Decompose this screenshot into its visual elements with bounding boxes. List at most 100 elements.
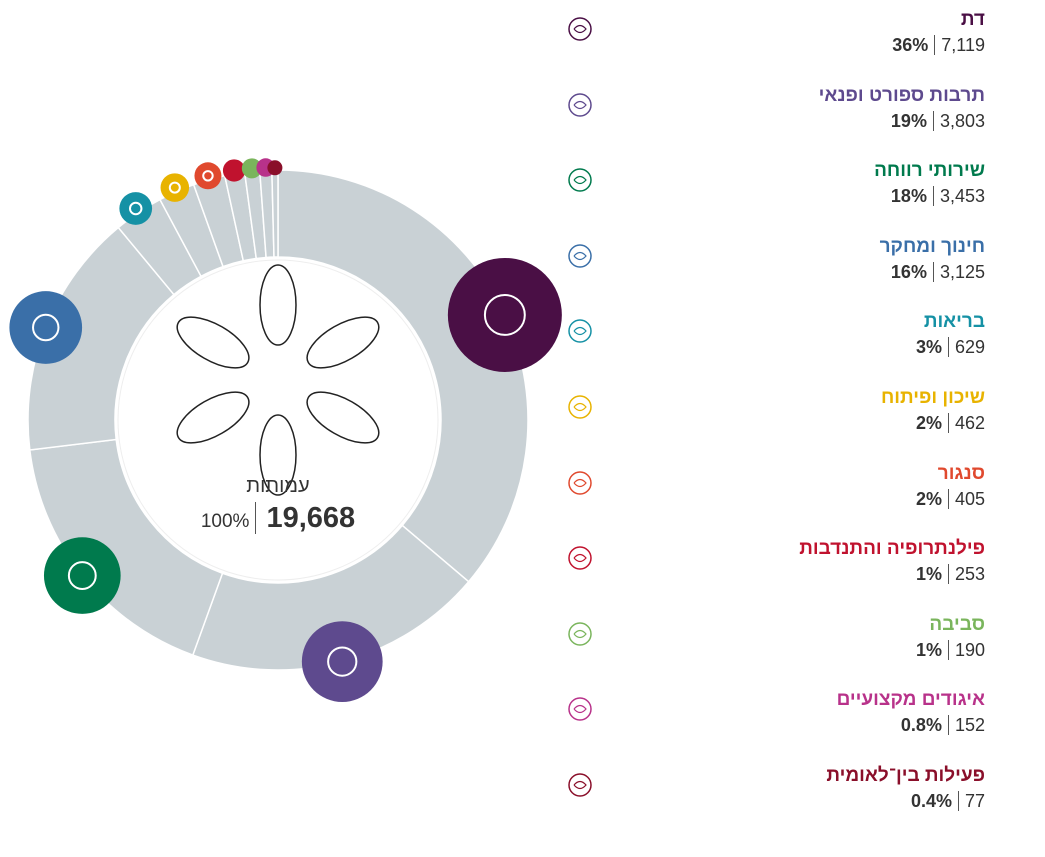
- legend-icon: [568, 773, 592, 797]
- legend-numbers: 16% 3,125: [565, 259, 985, 285]
- legend-icon-detail: [573, 780, 587, 790]
- legend-title: פילנתרופיה והתנדבות: [799, 538, 985, 560]
- legend-numbers: 0.4% 77: [565, 788, 985, 814]
- slice-icon: [447, 257, 562, 372]
- legend-item: דת 36% 7,119: [565, 8, 985, 58]
- icon-glyph: [327, 646, 358, 677]
- legend-title: איגודים מקצועיים: [836, 689, 985, 711]
- icon-glyph: [168, 181, 181, 194]
- slice-icon: [160, 173, 190, 202]
- slice-icon: [119, 192, 153, 225]
- legend-title: שיכון ופיתוח: [880, 387, 985, 408]
- legend-count: 253: [947, 564, 985, 585]
- legend-icon-detail: [573, 402, 587, 412]
- slice-icon: [43, 537, 121, 614]
- legend-count: 152: [947, 715, 985, 736]
- legend-title: שירותי רווחה: [874, 160, 985, 182]
- icon-glyph: [129, 201, 143, 216]
- legend-count: 3,803: [932, 110, 985, 131]
- legend-title: סביבה: [929, 613, 985, 635]
- legend-icon-detail: [573, 705, 587, 714]
- legend-percent: 16%: [890, 261, 927, 282]
- slice-icon: [301, 621, 383, 702]
- legend-icon-detail: [573, 176, 587, 185]
- legend-percent: 1%: [915, 564, 942, 585]
- legend-title: תרבות ספורט ופנאי: [818, 84, 985, 106]
- legend-count: 3,125: [932, 261, 985, 282]
- legend-count: 190: [947, 639, 985, 660]
- legend-count: 7,119: [934, 35, 985, 55]
- legend-title: סנגור: [937, 462, 985, 484]
- legend-count: 462: [947, 413, 985, 433]
- legend-percent: 0.8%: [900, 715, 942, 736]
- legend-title: בריאות: [923, 311, 985, 333]
- legend-icon-shape: [568, 244, 592, 268]
- legend-icon: [568, 319, 592, 344]
- legend-item: פעילות בין־לאומית 0.4% 77: [565, 764, 985, 814]
- legend-icon: [568, 470, 592, 495]
- legend-icon: [568, 697, 592, 722]
- legend-icon: [568, 395, 592, 419]
- legend-icon-shape: [568, 319, 592, 344]
- icon-glyph: [202, 170, 214, 182]
- legend-icon-detail: [573, 24, 587, 34]
- legend-icon-shape: [568, 697, 592, 722]
- legend-percent: 2%: [915, 488, 942, 509]
- legend-numbers: 0.8% 152: [565, 712, 985, 738]
- legend-percent: 2%: [915, 413, 942, 433]
- legend-numbers: 36% 7,119: [565, 32, 985, 58]
- inner-ring: [117, 259, 439, 581]
- icon-glyph: [483, 293, 526, 336]
- legend-item: פילנתרופיה והתנדבות 1% 253: [565, 537, 985, 587]
- legend-count: 629: [947, 337, 985, 358]
- legend-item: סביבה 1% 190: [565, 613, 985, 663]
- legend-percent: 3%: [915, 337, 942, 358]
- legend-icon: [568, 546, 592, 570]
- legend-numbers: 19% 3,803: [565, 108, 985, 134]
- icon-glyph: [32, 313, 60, 342]
- legend-count: 77: [957, 791, 985, 811]
- legend-percent: 36%: [892, 35, 929, 55]
- legend-percent: 19%: [890, 110, 927, 131]
- legend-icon-shape: [568, 17, 592, 41]
- legend-icon-detail: [573, 251, 587, 260]
- legend-item: שיכון ופיתוח 2% 462: [565, 386, 985, 436]
- legend-icon-shape: [568, 395, 592, 419]
- legend-numbers: 2% 405: [565, 486, 985, 512]
- legend-icon-shape: [568, 92, 592, 117]
- logo: [176, 264, 380, 496]
- slice: [277, 169, 529, 583]
- legend-icon: [568, 17, 592, 41]
- slice-icon: [222, 159, 246, 182]
- legend-icon-detail: [573, 629, 587, 638]
- legend-icon: [568, 92, 592, 117]
- legend-percent: 18%: [890, 186, 927, 207]
- total-value: 19,668: [255, 502, 356, 534]
- slice-icon: [194, 162, 222, 190]
- legend-icon-detail: [573, 478, 587, 487]
- legend-percent: 1%: [915, 639, 942, 660]
- legend-icon-shape: [568, 470, 592, 495]
- legend-item: חינוך ומחקר 16% 3,125: [565, 235, 985, 285]
- legend-numbers: 1% 253: [565, 561, 985, 587]
- legend-numbers: 3% 629: [565, 334, 985, 360]
- total-percent: 100%: [200, 511, 250, 532]
- legend-icon-detail: [573, 554, 587, 563]
- slice-icon: [9, 291, 83, 364]
- legend-icon: [568, 244, 592, 268]
- legend-icon-shape: [568, 168, 592, 192]
- legend-item: סנגור 2% 405: [565, 462, 985, 512]
- legend-item: שירותי רווחה 18% 3,453: [565, 159, 985, 209]
- legend-title: חינוך ומחקר: [879, 235, 985, 257]
- center-summary: עמותות 100% 19,668: [128, 475, 428, 535]
- legend-item: תרבות ספורט ופנאי 19% 3,803: [565, 84, 985, 134]
- legend-percent: 0.4%: [910, 791, 952, 811]
- legend-count: 405: [947, 488, 985, 509]
- legend-icon-detail: [573, 327, 587, 336]
- legend-icon-shape: [568, 622, 592, 646]
- slice-icon: [267, 160, 283, 176]
- legend-title: פעילות בין־לאומית: [826, 765, 985, 786]
- total: 100% 19,668: [128, 502, 428, 535]
